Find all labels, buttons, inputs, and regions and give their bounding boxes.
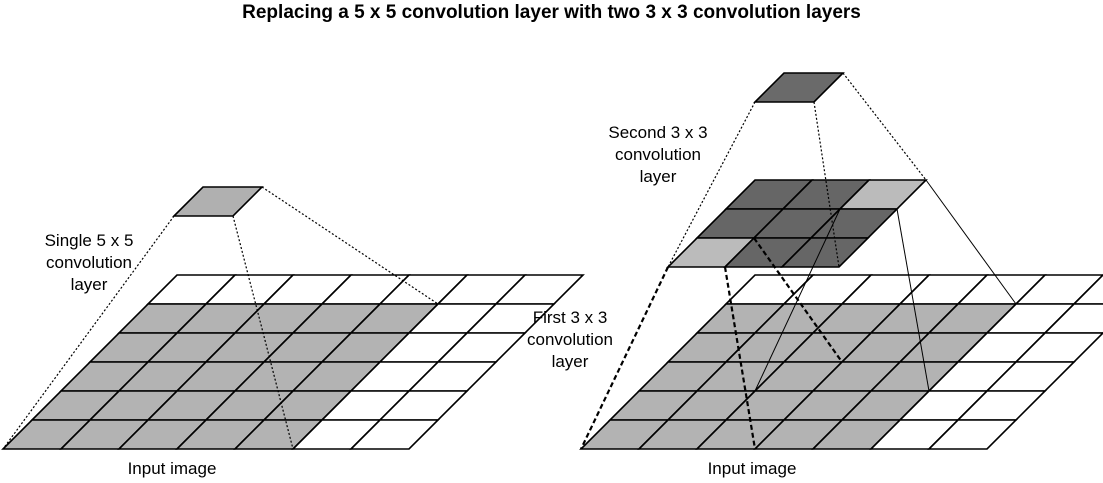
right-input-grid-cell-r1-c6 xyxy=(1043,303,1103,334)
single-layer-label-line3: layer xyxy=(70,275,108,294)
left-input-grid-cell-r5-c6 xyxy=(349,419,440,450)
single-layer-label-line2: convolution xyxy=(45,253,132,272)
right-output-cell xyxy=(753,72,845,103)
second-layer-label-line1: Second 3 x 3 xyxy=(608,123,708,142)
first-layer-line-a xyxy=(580,266,669,450)
left-projection-line-a xyxy=(2,215,175,450)
second-layer-label-line2: convolution xyxy=(614,145,701,164)
left-projection-line-c xyxy=(232,215,294,450)
first-layer-label: First 3 x 3 convolution layer xyxy=(495,307,645,373)
single-layer-label-line1: Single 5 x 5 xyxy=(44,231,134,250)
right-top-line-b xyxy=(842,72,927,181)
first-layer-line-c xyxy=(723,266,757,450)
right-input-grid-cell-r0-c6 xyxy=(1072,274,1103,305)
right-input-grid-cell-r5-c6 xyxy=(927,419,1018,450)
second-layer-label: Second 3 x 3 convolution layer xyxy=(583,122,733,188)
first-layer-thin-line-a xyxy=(925,179,1017,305)
first-layer-label-line3: layer xyxy=(551,352,589,371)
second-layer-label-line3: layer xyxy=(639,167,677,186)
input-image-label-right: Input image xyxy=(707,459,797,478)
diagram-title: Replacing a 5 x 5 convolution layer with… xyxy=(242,2,861,23)
first-layer-label-line2: convolution xyxy=(526,330,613,349)
single-layer-label: Single 5 x 5 convolution layer xyxy=(14,230,164,296)
right-top-line-a xyxy=(667,101,756,268)
left-output-cell xyxy=(172,186,264,217)
first-layer-thin-line-c xyxy=(896,208,930,392)
first-layer-label-line1: First 3 x 3 xyxy=(532,308,608,327)
middle-grid-cell-r2-c2 xyxy=(780,237,870,268)
first-layer-thin-line-b xyxy=(754,208,841,392)
input-image-label-left: Input image xyxy=(127,459,217,478)
left-projection-line-b xyxy=(261,186,439,305)
